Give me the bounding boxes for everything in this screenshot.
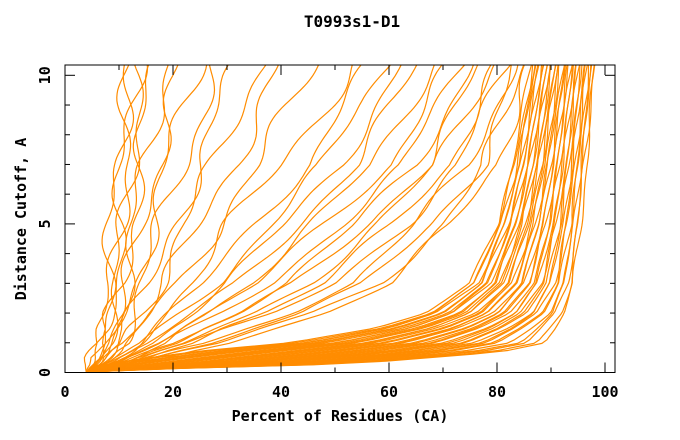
chart-title: T0993s1-D1 bbox=[304, 12, 400, 31]
model-curve bbox=[86, 64, 443, 373]
model-curve bbox=[85, 65, 208, 373]
curve-lines bbox=[83, 64, 596, 373]
model-curve bbox=[86, 65, 595, 373]
model-curve bbox=[86, 64, 495, 373]
axis-ticks bbox=[64, 65, 615, 373]
x-tick-label: 20 bbox=[164, 383, 182, 401]
model-curve bbox=[86, 65, 135, 373]
model-curve bbox=[86, 65, 534, 373]
model-curve bbox=[86, 65, 581, 373]
model-curve bbox=[86, 65, 592, 373]
model-curve bbox=[86, 64, 479, 373]
model-curve bbox=[86, 65, 519, 373]
y-tick-label: 5 bbox=[36, 219, 54, 228]
model-curve bbox=[86, 64, 169, 373]
model-curve bbox=[86, 65, 585, 373]
model-curve bbox=[86, 65, 559, 373]
model-curve bbox=[86, 65, 586, 373]
x-tick-label: 0 bbox=[60, 383, 69, 401]
model-curve bbox=[86, 64, 267, 373]
x-tick-label: 60 bbox=[380, 383, 398, 401]
x-tick-label: 80 bbox=[488, 383, 506, 401]
model-curve bbox=[86, 65, 583, 373]
model-curve bbox=[86, 65, 573, 373]
model-curve bbox=[86, 65, 552, 373]
x-tick-label: 100 bbox=[591, 383, 618, 401]
plot-frame bbox=[64, 64, 616, 373]
model-curve bbox=[86, 65, 581, 373]
model-curve bbox=[86, 65, 512, 373]
model-curve bbox=[86, 64, 525, 373]
model-curve bbox=[86, 65, 552, 373]
model-curve bbox=[86, 65, 577, 373]
model-curve bbox=[86, 65, 574, 373]
model-curve bbox=[86, 65, 559, 373]
x-axis-label: Percent of Residues (CA) bbox=[232, 407, 449, 425]
model-curve bbox=[86, 65, 536, 373]
model-curve bbox=[86, 64, 132, 373]
model-curve bbox=[86, 65, 532, 373]
model-curve bbox=[86, 64, 525, 373]
y-axis-label: Distance Cutoff, A bbox=[12, 138, 30, 301]
model-curve bbox=[86, 64, 229, 373]
model-curve bbox=[86, 64, 418, 373]
y-tick-label: 10 bbox=[36, 66, 54, 84]
model-curve bbox=[86, 64, 402, 373]
tick-labels: 0 20 40 60 80 100 0 5 10 bbox=[36, 66, 619, 401]
model-curve bbox=[86, 64, 362, 373]
model-curve bbox=[86, 65, 353, 373]
model-curve bbox=[86, 64, 150, 373]
model-curve bbox=[86, 64, 179, 373]
model-curve bbox=[86, 64, 279, 373]
model-curve bbox=[83, 65, 149, 372]
model-curve bbox=[86, 65, 569, 373]
y-tick-label: 0 bbox=[36, 368, 54, 377]
model-curve bbox=[86, 64, 465, 373]
model-curve bbox=[86, 64, 144, 373]
model-curve bbox=[86, 64, 391, 373]
model-curve bbox=[86, 65, 577, 373]
model-curve bbox=[86, 65, 590, 373]
model-curve bbox=[86, 65, 568, 373]
model-curve bbox=[86, 65, 596, 373]
model-curve bbox=[86, 65, 556, 373]
x-tick-label: 40 bbox=[272, 383, 290, 401]
